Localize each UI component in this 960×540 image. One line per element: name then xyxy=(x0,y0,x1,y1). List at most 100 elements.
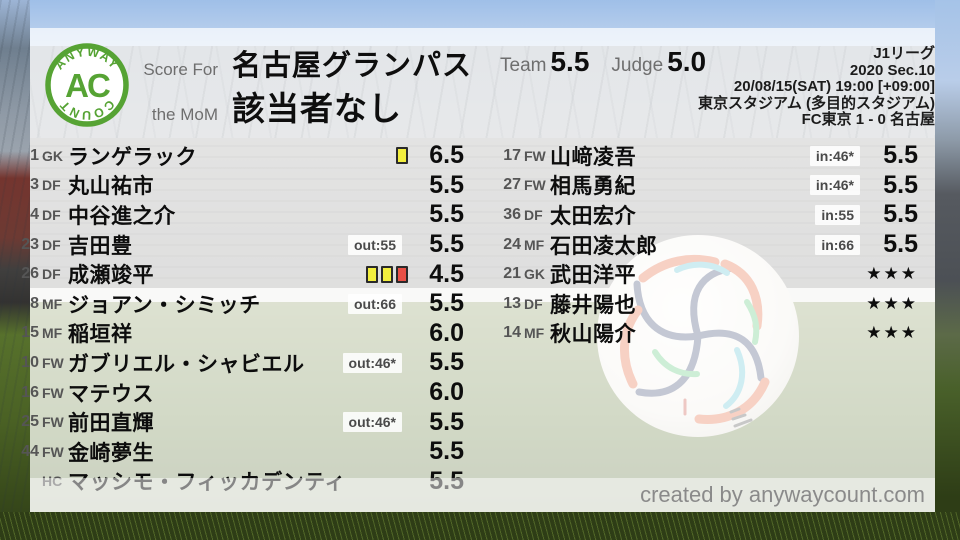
player-rating: 5.5 xyxy=(883,170,918,199)
player-row: 16 FW マテウス 6.0 xyxy=(8,378,464,408)
player-rating: 6.5 xyxy=(429,141,464,170)
player-row: 3 DF 丸山祐市 5.5 xyxy=(8,171,464,201)
player-rating: 6.0 xyxy=(429,318,464,347)
substitution-badge: out:46* xyxy=(342,412,402,433)
logo-ac-text: AC xyxy=(65,67,110,104)
player-row: 24 MF 石田凌太郎 in:66 5.5 xyxy=(490,230,918,260)
player-row: 14 MF 秋山陽介 ★★★ xyxy=(490,319,918,349)
player-number: 25 xyxy=(21,413,39,431)
player-name: 金崎夢生 xyxy=(68,441,154,465)
match-info-block: J1リーグ 2020 Sec.10 20/08/15(SAT) 19:00 [+… xyxy=(698,45,935,129)
substitution-badge: in:46* xyxy=(809,145,860,166)
player-number: 4 xyxy=(30,205,39,223)
player-rating: ★★★ xyxy=(866,323,918,343)
player-number: 14 xyxy=(503,324,521,342)
substitution-badge: out:55 xyxy=(348,234,402,255)
player-row: 10 FW ガブリエル・シャビエル out:46* 5.5 xyxy=(8,348,464,378)
player-name: 成瀬竣平 xyxy=(68,264,154,288)
player-name: 稲垣祥 xyxy=(68,323,133,347)
anywaycount-logo: ANYWAY COUNT AC xyxy=(45,43,129,127)
player-number: 23 xyxy=(21,235,39,253)
starters-list: 1 GK ランゲラック 6.5 3 DF 丸山祐市 5.5 4 DF 中谷進之介… xyxy=(8,141,464,496)
player-position: MF xyxy=(524,325,545,342)
player-position: DF xyxy=(42,206,61,223)
credit-text: created by anywaycount.com xyxy=(640,482,925,507)
player-position: FW xyxy=(42,384,64,401)
player-rating: 5.5 xyxy=(883,200,918,229)
substitution-badge: in:55 xyxy=(815,204,860,225)
team-name-title: 名古屋グランパス xyxy=(232,50,473,82)
player-row: 8 MF ジョアン・シミッチ out:66 5.5 xyxy=(8,289,464,319)
player-rating: 5.5 xyxy=(883,230,918,259)
player-number: 15 xyxy=(21,324,39,342)
player-number: 24 xyxy=(503,235,521,253)
team-score-label: Team xyxy=(500,55,547,76)
player-row: 15 MF 稲垣祥 6.0 xyxy=(8,319,464,349)
player-row: 36 DF 太田宏介 in:55 5.5 xyxy=(490,200,918,230)
player-number: 26 xyxy=(21,265,39,283)
match-result: FC東京 1 - 0 名古屋 xyxy=(801,111,935,128)
player-number: 10 xyxy=(21,353,39,371)
player-rating: 5.5 xyxy=(429,407,464,436)
mom-label: the MoM xyxy=(151,105,218,124)
player-position: DF xyxy=(42,177,61,194)
player-position: FW xyxy=(524,177,546,194)
white-overlay xyxy=(30,28,935,512)
player-row: 25 FW 前田直輝 out:46* 5.5 xyxy=(8,407,464,437)
photo-right-edge xyxy=(935,0,960,540)
player-position: FW xyxy=(42,443,64,460)
judge-score-label: Judge xyxy=(611,55,664,76)
player-number: 16 xyxy=(21,383,39,401)
match-datetime: 20/08/15(SAT) 19:00 [+09:00] xyxy=(733,78,935,95)
yellow-card-icon xyxy=(396,147,408,165)
photo-bottom-grass xyxy=(0,512,960,540)
substitution-badge: out:46* xyxy=(342,352,402,373)
player-name: ガブリエル・シャビエル xyxy=(68,352,305,376)
season-section: 2020 Sec.10 xyxy=(849,61,935,79)
player-name: 山﨑凌吾 xyxy=(550,145,636,169)
player-position: DF xyxy=(42,236,61,253)
player-name: マテウス xyxy=(68,382,154,406)
player-rating: 6.0 xyxy=(429,378,464,407)
player-row: 44 FW 金崎夢生 5.5 xyxy=(8,437,464,467)
player-name: 太田宏介 xyxy=(550,204,636,228)
photo-left-edge xyxy=(0,0,30,540)
player-number: 1 xyxy=(30,146,39,164)
header-titles: Score For 名古屋グランパス the MoM 該当者なし xyxy=(118,42,473,127)
player-name: 吉田豊 xyxy=(68,234,133,258)
player-position: GK xyxy=(42,147,63,164)
player-position: DF xyxy=(42,266,61,283)
player-position: FW xyxy=(524,147,546,164)
player-position: MF xyxy=(524,236,545,253)
substitutes-list: 17 FW 山﨑凌吾 in:46* 5.5 27 FW 相馬勇紀 in:46* … xyxy=(490,141,918,348)
player-position: FW xyxy=(42,414,64,431)
yellow-card-icon xyxy=(366,265,378,283)
player-row: 4 DF 中谷進之介 5.5 xyxy=(8,200,464,230)
player-name: 石田凌太郎 xyxy=(550,234,658,258)
player-rating: 5.5 xyxy=(429,200,464,229)
player-name: 丸山祐市 xyxy=(68,175,154,199)
player-rating: ★★★ xyxy=(866,264,918,284)
player-rating: 4.5 xyxy=(429,259,464,288)
player-rating: 5.5 xyxy=(883,141,918,170)
red-card-icon xyxy=(396,265,408,283)
player-position: DF xyxy=(524,206,543,223)
player-row: 27 FW 相馬勇紀 in:46* 5.5 xyxy=(490,171,918,201)
yellow-card-icon xyxy=(381,265,393,283)
judge-score-value: 5.0 xyxy=(667,46,707,77)
player-row: 23 DF 吉田豊 out:55 5.5 xyxy=(8,230,464,260)
player-number: 17 xyxy=(503,146,521,164)
player-name: 武田洋平 xyxy=(550,264,636,288)
substitution-badge: in:66 xyxy=(815,234,860,255)
substitution-badge: in:46* xyxy=(809,175,860,196)
player-rating: ★★★ xyxy=(866,293,918,313)
player-row: 26 DF 成瀬竣平 4.5 xyxy=(8,259,464,289)
player-rating: 5.5 xyxy=(429,170,464,199)
player-rating: 5.5 xyxy=(429,230,464,259)
credit-bar: created by anywaycount.com xyxy=(30,478,935,512)
league-name: J1リーグ xyxy=(873,45,935,62)
player-number: 36 xyxy=(503,205,521,223)
player-number: 13 xyxy=(503,294,521,312)
player-name: 藤井陽也 xyxy=(550,293,636,317)
card-icons xyxy=(393,147,408,165)
